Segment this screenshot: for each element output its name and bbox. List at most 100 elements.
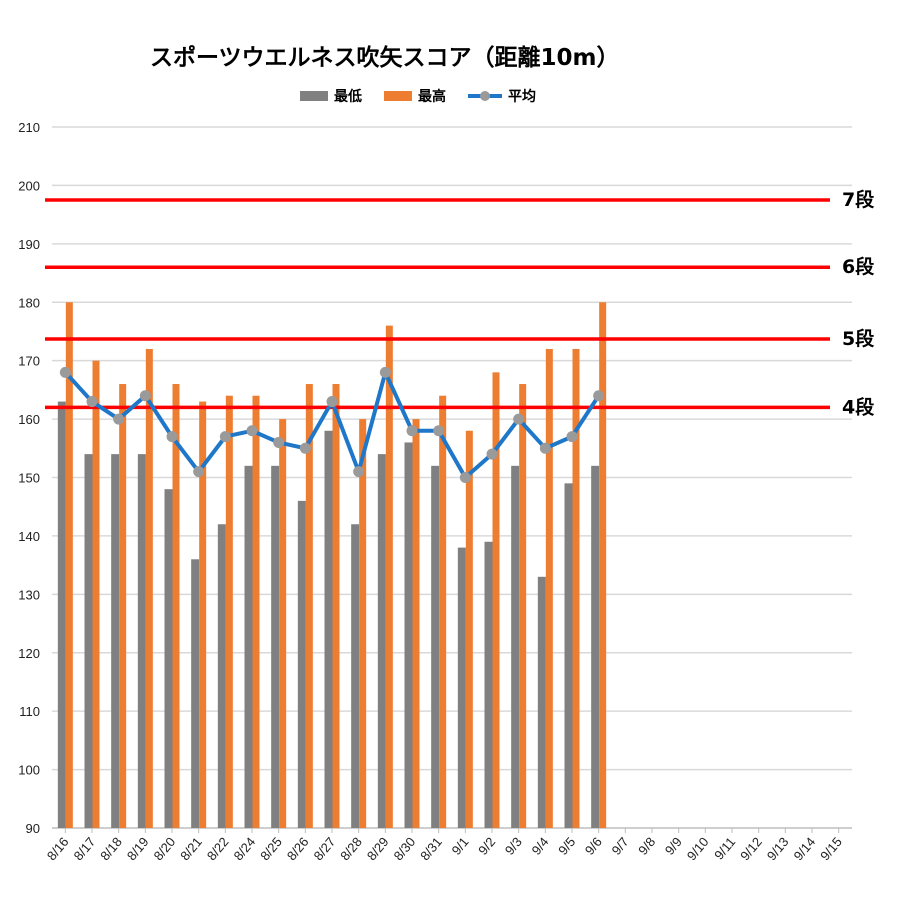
average-point	[166, 431, 178, 443]
x-tick-label: 8/30	[391, 834, 419, 863]
legend-swatch-min	[300, 91, 328, 101]
legend-item-max: 最高	[384, 86, 446, 106]
bar-max	[492, 372, 500, 828]
legend-swatch-avg	[468, 90, 502, 102]
y-tick-label: 150	[18, 471, 40, 486]
y-tick-label: 160	[18, 412, 40, 427]
x-tick-label: 8/29	[364, 834, 392, 863]
average-point	[433, 425, 445, 437]
reference-line-label: 7段	[842, 188, 875, 211]
bar-min	[591, 465, 600, 828]
bar-min	[537, 576, 546, 828]
legend-item-avg: 平均	[468, 86, 536, 106]
y-tick-label: 90	[26, 821, 40, 836]
x-tick-label: 9/12	[737, 834, 765, 863]
x-tick-label: 8/21	[177, 834, 205, 863]
bar-min	[457, 547, 466, 828]
x-tick-label: 9/11	[711, 834, 738, 862]
x-tick-label: 8/18	[97, 834, 125, 863]
bar-min	[511, 465, 520, 828]
bar-min	[164, 489, 173, 828]
bar-min	[271, 465, 280, 828]
reference-line-label: 6段	[842, 255, 875, 278]
x-tick-label: 8/20	[151, 834, 179, 863]
bar-max	[199, 401, 207, 828]
average-point	[113, 413, 125, 425]
x-tick-label: 8/27	[311, 834, 339, 863]
y-tick-label: 120	[18, 646, 40, 661]
x-tick-label: 8/31	[417, 834, 445, 863]
average-point	[406, 425, 418, 437]
bar-max	[92, 360, 100, 828]
x-tick-label: 9/13	[764, 834, 792, 863]
average-point	[539, 442, 551, 454]
x-tick-label: 9/8	[635, 834, 658, 857]
bar-min	[217, 524, 226, 828]
x-tick-label: 9/4	[529, 834, 552, 857]
average-point	[513, 413, 525, 425]
bar-layer	[57, 302, 607, 828]
reference-line-label: 4段	[842, 395, 875, 418]
x-tick-label: 9/1	[449, 834, 472, 857]
bar-max	[225, 395, 233, 828]
legend-label-max: 最高	[418, 89, 446, 105]
y-tick-label: 180	[18, 295, 40, 310]
x-tick-label: 9/15	[817, 834, 845, 863]
bar-min	[84, 454, 93, 828]
y-tick-label: 100	[18, 763, 40, 778]
x-tick-label: 9/9	[662, 834, 685, 857]
average-point	[353, 466, 365, 478]
x-tick-label: 8/19	[124, 834, 152, 863]
bar-max	[359, 419, 367, 828]
bar-min	[297, 500, 306, 828]
average-point	[486, 448, 498, 460]
bar-min	[484, 541, 493, 828]
bar-max	[519, 384, 527, 828]
bar-max	[305, 384, 313, 828]
bar-max	[332, 384, 340, 828]
average-point	[299, 442, 311, 454]
bar-max	[145, 348, 153, 828]
average-point	[326, 396, 338, 408]
x-tick-label: 9/10	[684, 834, 712, 863]
bar-min	[431, 465, 440, 828]
average-point	[273, 436, 285, 448]
bar-max	[545, 348, 553, 828]
average-point	[566, 431, 578, 443]
average-point	[219, 431, 231, 443]
bar-max	[572, 348, 580, 828]
bar-max	[252, 395, 260, 828]
y-tick-label: 210	[18, 120, 40, 135]
bar-max	[465, 430, 473, 828]
y-tick-label: 190	[18, 237, 40, 252]
bar-min	[324, 430, 333, 828]
bar-max	[385, 325, 393, 828]
y-tick-label: 130	[18, 587, 40, 602]
x-tick-label: 8/16	[44, 834, 72, 863]
x-tick-label: 9/14	[791, 834, 819, 863]
x-tick-label: 8/24	[231, 834, 259, 863]
bar-min	[351, 524, 360, 828]
x-tick-label: 9/3	[502, 834, 525, 857]
bar-min	[564, 483, 573, 828]
bar-max	[65, 302, 73, 828]
bar-min	[377, 454, 386, 828]
bar-max	[172, 384, 180, 828]
legend-label-min: 最低	[334, 89, 362, 105]
x-tick-label: 9/2	[475, 834, 498, 857]
y-tick-label: 140	[18, 529, 40, 544]
bar-max	[279, 419, 287, 828]
x-tick-label: 9/5	[555, 834, 578, 857]
average-line-layer	[59, 366, 605, 483]
average-point	[86, 396, 98, 408]
bar-max	[412, 419, 420, 828]
average-point	[379, 366, 391, 378]
x-tick-label: 8/22	[204, 834, 232, 863]
average-point	[246, 425, 258, 437]
grid-layer	[52, 126, 852, 829]
average-point	[139, 390, 151, 402]
bar-max	[599, 302, 607, 828]
chart-title: スポーツウエルネス吹矢スコア（距離10m）	[150, 45, 620, 71]
y-tick-label: 200	[18, 178, 40, 193]
